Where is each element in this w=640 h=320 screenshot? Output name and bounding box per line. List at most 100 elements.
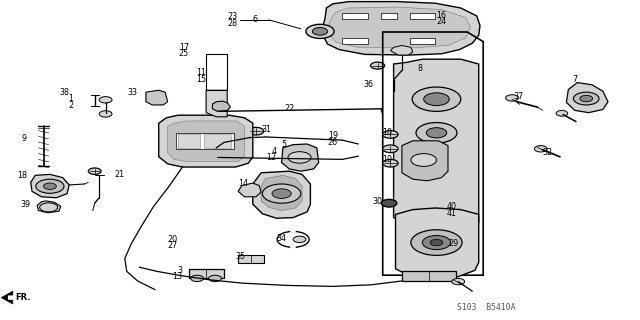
Polygon shape bbox=[238, 183, 261, 197]
Polygon shape bbox=[330, 7, 470, 48]
Bar bbox=[176, 133, 234, 149]
Polygon shape bbox=[159, 115, 253, 167]
Circle shape bbox=[426, 128, 447, 138]
Bar bbox=[204, 134, 231, 148]
Polygon shape bbox=[261, 175, 302, 211]
Text: 36: 36 bbox=[364, 80, 374, 89]
Circle shape bbox=[88, 168, 101, 174]
Text: 20: 20 bbox=[168, 235, 178, 244]
Text: 29: 29 bbox=[448, 239, 458, 248]
Circle shape bbox=[293, 236, 306, 243]
Text: 28: 28 bbox=[227, 19, 237, 28]
Text: 22: 22 bbox=[285, 104, 295, 113]
Polygon shape bbox=[253, 171, 310, 218]
Text: 30: 30 bbox=[372, 197, 383, 206]
Text: 10: 10 bbox=[381, 155, 392, 164]
Text: 16: 16 bbox=[436, 11, 447, 20]
Text: 11: 11 bbox=[196, 68, 206, 77]
Text: 40: 40 bbox=[447, 202, 457, 211]
Text: 24: 24 bbox=[436, 17, 447, 26]
Text: 7: 7 bbox=[573, 75, 578, 84]
Bar bbox=[410, 38, 435, 44]
Circle shape bbox=[371, 62, 385, 69]
Circle shape bbox=[383, 159, 398, 167]
Polygon shape bbox=[31, 174, 69, 198]
Circle shape bbox=[411, 154, 436, 166]
Polygon shape bbox=[212, 101, 230, 111]
Polygon shape bbox=[394, 59, 479, 228]
Circle shape bbox=[36, 179, 64, 193]
Text: 15: 15 bbox=[196, 75, 206, 84]
Circle shape bbox=[40, 203, 58, 212]
Text: 9: 9 bbox=[22, 134, 27, 143]
Circle shape bbox=[99, 97, 112, 103]
Bar bbox=[410, 13, 435, 19]
Text: 32: 32 bbox=[543, 148, 553, 157]
Text: 33: 33 bbox=[127, 88, 138, 97]
Text: 2: 2 bbox=[68, 101, 74, 110]
Circle shape bbox=[272, 189, 291, 198]
Circle shape bbox=[383, 131, 398, 138]
Circle shape bbox=[44, 183, 56, 189]
Text: 12: 12 bbox=[266, 153, 276, 162]
Bar bbox=[342, 38, 368, 44]
Circle shape bbox=[288, 152, 311, 163]
Polygon shape bbox=[168, 121, 244, 162]
Circle shape bbox=[312, 28, 328, 35]
Text: 34: 34 bbox=[276, 234, 287, 243]
Text: 3: 3 bbox=[177, 266, 182, 275]
Circle shape bbox=[99, 111, 112, 117]
Circle shape bbox=[248, 127, 264, 135]
Text: 17: 17 bbox=[179, 43, 189, 52]
Bar bbox=[342, 13, 368, 19]
Text: 38: 38 bbox=[59, 88, 69, 97]
Text: 26: 26 bbox=[328, 138, 338, 147]
Text: 13: 13 bbox=[172, 272, 182, 281]
Text: 21: 21 bbox=[114, 170, 124, 179]
Text: 41: 41 bbox=[447, 209, 457, 218]
Circle shape bbox=[430, 239, 443, 246]
Circle shape bbox=[422, 236, 451, 250]
Text: FR.: FR. bbox=[15, 293, 31, 302]
Polygon shape bbox=[206, 90, 227, 117]
Circle shape bbox=[416, 123, 457, 143]
Circle shape bbox=[580, 95, 593, 102]
Polygon shape bbox=[323, 2, 480, 55]
Bar bbox=[402, 271, 456, 281]
Circle shape bbox=[411, 230, 462, 255]
Circle shape bbox=[424, 93, 449, 106]
Circle shape bbox=[262, 184, 301, 203]
Circle shape bbox=[452, 278, 465, 285]
Text: 23: 23 bbox=[227, 12, 237, 21]
Text: 14: 14 bbox=[238, 179, 248, 188]
Text: 35: 35 bbox=[236, 252, 246, 261]
Circle shape bbox=[381, 199, 397, 207]
Text: S103  B5410A: S103 B5410A bbox=[457, 303, 516, 312]
Text: 5: 5 bbox=[282, 140, 287, 149]
Polygon shape bbox=[566, 83, 608, 113]
Text: 39: 39 bbox=[20, 200, 31, 209]
Circle shape bbox=[556, 110, 568, 116]
Text: 4: 4 bbox=[271, 147, 276, 156]
Circle shape bbox=[534, 146, 547, 152]
Text: 10: 10 bbox=[381, 128, 392, 137]
Bar bbox=[381, 13, 397, 19]
Bar bbox=[178, 134, 200, 148]
Polygon shape bbox=[390, 45, 413, 55]
Circle shape bbox=[573, 92, 599, 105]
Circle shape bbox=[191, 275, 204, 282]
Text: 19: 19 bbox=[328, 132, 338, 140]
Circle shape bbox=[506, 95, 518, 101]
Circle shape bbox=[383, 145, 398, 153]
Polygon shape bbox=[396, 208, 479, 278]
Text: 8: 8 bbox=[417, 64, 422, 73]
Text: 37: 37 bbox=[513, 92, 524, 101]
Polygon shape bbox=[146, 90, 168, 105]
Bar bbox=[189, 269, 224, 278]
Text: 18: 18 bbox=[17, 171, 27, 180]
Polygon shape bbox=[37, 201, 61, 213]
Text: 25: 25 bbox=[179, 49, 189, 58]
Polygon shape bbox=[402, 141, 448, 181]
Text: 27: 27 bbox=[168, 241, 178, 250]
Polygon shape bbox=[1, 291, 13, 304]
